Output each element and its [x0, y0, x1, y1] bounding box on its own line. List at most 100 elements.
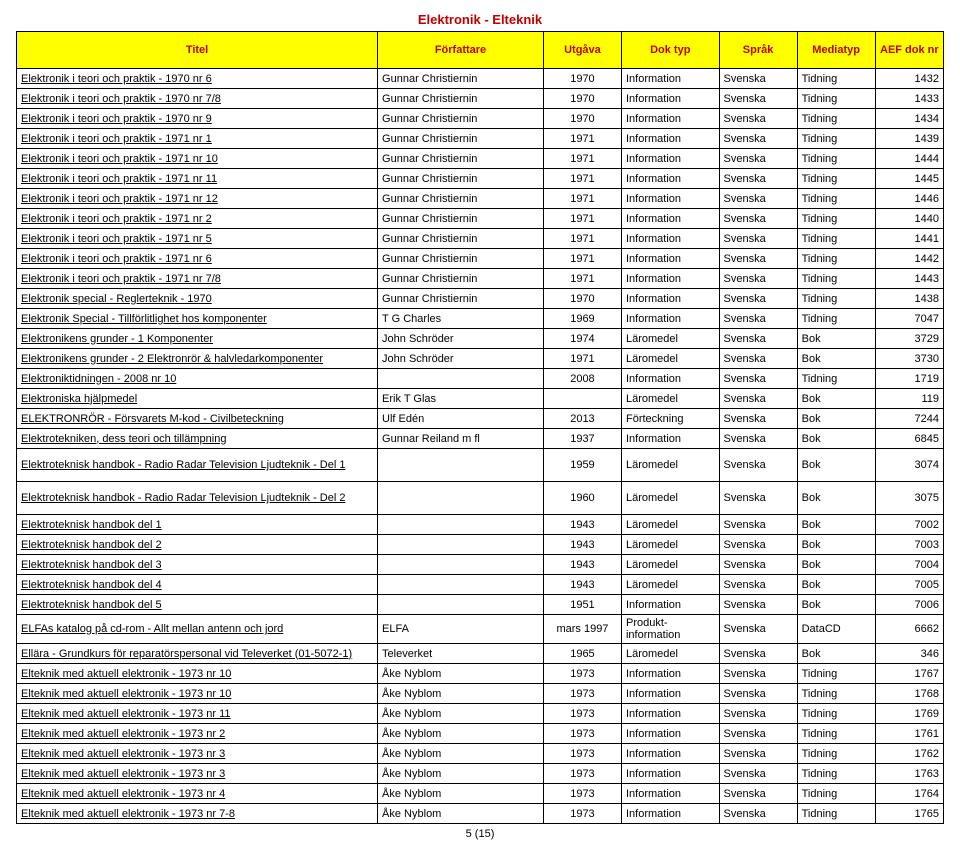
cell-sprak: Svenska	[719, 249, 797, 269]
cell-edition: 1971	[543, 229, 621, 249]
cell-doktyp: Information	[621, 169, 719, 189]
cell-title[interactable]: Elektronik i teori och praktik - 1971 nr…	[17, 269, 378, 289]
cell-title[interactable]: Elektronikens grunder - 2 Elektronrör & …	[17, 349, 378, 369]
table-row: Elektronik i teori och praktik - 1970 nr…	[17, 89, 944, 109]
table-row: Elektronikens grunder - 2 Elektronrör & …	[17, 349, 944, 369]
cell-title[interactable]: Elektronik special - Reglerteknik - 1970	[17, 289, 378, 309]
cell-edition: 1959	[543, 449, 621, 482]
table-row: Elektronik i teori och praktik - 1971 nr…	[17, 149, 944, 169]
cell-title[interactable]: Elektronik i teori och praktik - 1971 nr…	[17, 149, 378, 169]
cell-title[interactable]: Elektronik i teori och praktik - 1971 nr…	[17, 209, 378, 229]
cell-doknr: 1768	[875, 684, 943, 704]
cell-sprak: Svenska	[719, 515, 797, 535]
cell-edition: 1970	[543, 89, 621, 109]
cell-title[interactable]: Elteknik med aktuell elektronik - 1973 n…	[17, 804, 378, 824]
cell-doknr: 1443	[875, 269, 943, 289]
table-row: Elektronik i teori och praktik - 1971 nr…	[17, 129, 944, 149]
cell-author	[378, 369, 544, 389]
cell-media: Bok	[797, 575, 875, 595]
cell-title[interactable]: Elektroteknisk handbok del 5	[17, 595, 378, 615]
cell-sprak: Svenska	[719, 89, 797, 109]
cell-title[interactable]: Elektronik i teori och praktik - 1970 nr…	[17, 89, 378, 109]
cell-edition: 1973	[543, 784, 621, 804]
cell-title[interactable]: Elektronik i teori och praktik - 1971 nr…	[17, 189, 378, 209]
cell-title[interactable]: Elektroteknisk handbok - Radio Radar Tel…	[17, 482, 378, 515]
cell-edition: 1971	[543, 249, 621, 269]
cell-edition: 1973	[543, 764, 621, 784]
cell-doknr: 7003	[875, 535, 943, 555]
cell-title[interactable]: Elektroniktidningen - 2008 nr 10	[17, 369, 378, 389]
cell-sprak: Svenska	[719, 289, 797, 309]
cell-author: Åke Nyblom	[378, 764, 544, 784]
cell-title[interactable]: Elteknik med aktuell elektronik - 1973 n…	[17, 724, 378, 744]
cell-doknr: 1446	[875, 189, 943, 209]
cell-doktyp: Information	[621, 369, 719, 389]
cell-title[interactable]: Elteknik med aktuell elektronik - 1973 n…	[17, 784, 378, 804]
cell-author	[378, 482, 544, 515]
table-header-row: Titel Författare Utgåva Dok typ Språk Me…	[17, 32, 944, 69]
cell-media: Bok	[797, 329, 875, 349]
page-title: Elektronik - Elteknik	[16, 12, 944, 27]
cell-title[interactable]: Elektroteknisk handbok del 2	[17, 535, 378, 555]
cell-sprak: Svenska	[719, 269, 797, 289]
cell-title[interactable]: Elektronik i teori och praktik - 1971 nr…	[17, 129, 378, 149]
cell-title[interactable]: ELEKTRONRÖR - Försvarets M-kod - Civilbe…	[17, 409, 378, 429]
cell-title[interactable]: Elektronik i teori och praktik - 1970 nr…	[17, 69, 378, 89]
cell-media: Tidning	[797, 289, 875, 309]
cell-edition: 1973	[543, 804, 621, 824]
cell-edition: 1937	[543, 429, 621, 449]
cell-title[interactable]: Elteknik med aktuell elektronik - 1973 n…	[17, 744, 378, 764]
cell-media: Tidning	[797, 109, 875, 129]
cell-title[interactable]: Elektronik i teori och praktik - 1971 nr…	[17, 249, 378, 269]
cell-title[interactable]: Elektrotekniken, dess teori och tillämpn…	[17, 429, 378, 449]
cell-sprak: Svenska	[719, 449, 797, 482]
th-author: Författare	[378, 32, 544, 69]
cell-title[interactable]: Elteknik med aktuell elektronik - 1973 n…	[17, 704, 378, 724]
cell-doktyp: Produkt-information	[621, 615, 719, 644]
cell-title[interactable]: Elektroteknisk handbok del 1	[17, 515, 378, 535]
cell-edition: 1973	[543, 664, 621, 684]
cell-doknr: 346	[875, 644, 943, 664]
cell-title[interactable]: Elektroteknisk handbok del 3	[17, 555, 378, 575]
th-media: Mediatyp	[797, 32, 875, 69]
cell-title[interactable]: Elteknik med aktuell elektronik - 1973 n…	[17, 684, 378, 704]
th-doktyp: Dok typ	[621, 32, 719, 69]
cell-title[interactable]: Ellära - Grundkurs för reparatörspersona…	[17, 644, 378, 664]
cell-title[interactable]: Elektronikens grunder - 1 Komponenter	[17, 329, 378, 349]
table-row: Elteknik med aktuell elektronik - 1973 n…	[17, 764, 944, 784]
cell-title[interactable]: Elektronik i teori och praktik - 1970 nr…	[17, 109, 378, 129]
cell-media: Bok	[797, 515, 875, 535]
cell-edition: 1943	[543, 555, 621, 575]
cell-title[interactable]: Elektronik i teori och praktik - 1971 nr…	[17, 229, 378, 249]
cell-author: Gunnar Christiernin	[378, 289, 544, 309]
cell-sprak: Svenska	[719, 684, 797, 704]
cell-title[interactable]: Elteknik med aktuell elektronik - 1973 n…	[17, 764, 378, 784]
cell-sprak: Svenska	[719, 664, 797, 684]
table-row: Elektronik special - Reglerteknik - 1970…	[17, 289, 944, 309]
th-doknr: AEF dok nr	[875, 32, 943, 69]
cell-title[interactable]: Elektroteknisk handbok - Radio Radar Tel…	[17, 449, 378, 482]
cell-title[interactable]: Elektroniska hjälpmedel	[17, 389, 378, 409]
cell-title[interactable]: ELFAs katalog på cd-rom - Allt mellan an…	[17, 615, 378, 644]
cell-media: Bok	[797, 429, 875, 449]
cell-author	[378, 515, 544, 535]
cell-edition: 1970	[543, 109, 621, 129]
cell-title[interactable]: Elteknik med aktuell elektronik - 1973 n…	[17, 664, 378, 684]
cell-doknr: 1444	[875, 149, 943, 169]
cell-author: Gunnar Christiernin	[378, 249, 544, 269]
cell-media: Tidning	[797, 744, 875, 764]
cell-doktyp: Förteckning	[621, 409, 719, 429]
cell-edition: 1970	[543, 69, 621, 89]
table-row: Elektroniktidningen - 2008 nr 102008Info…	[17, 369, 944, 389]
cell-title[interactable]: Elektroteknisk handbok del 4	[17, 575, 378, 595]
table-row: ELFAs katalog på cd-rom - Allt mellan an…	[17, 615, 944, 644]
cell-title[interactable]: Elektronik i teori och praktik - 1971 nr…	[17, 169, 378, 189]
cell-sprak: Svenska	[719, 724, 797, 744]
cell-doknr: 6662	[875, 615, 943, 644]
cell-title[interactable]: Elektronik Special - Tillförlitlighet ho…	[17, 309, 378, 329]
cell-doknr: 7244	[875, 409, 943, 429]
cell-author: Gunnar Christiernin	[378, 129, 544, 149]
table-row: Elteknik med aktuell elektronik - 1973 n…	[17, 704, 944, 724]
cell-author: Gunnar Christiernin	[378, 89, 544, 109]
cell-edition: 1951	[543, 595, 621, 615]
